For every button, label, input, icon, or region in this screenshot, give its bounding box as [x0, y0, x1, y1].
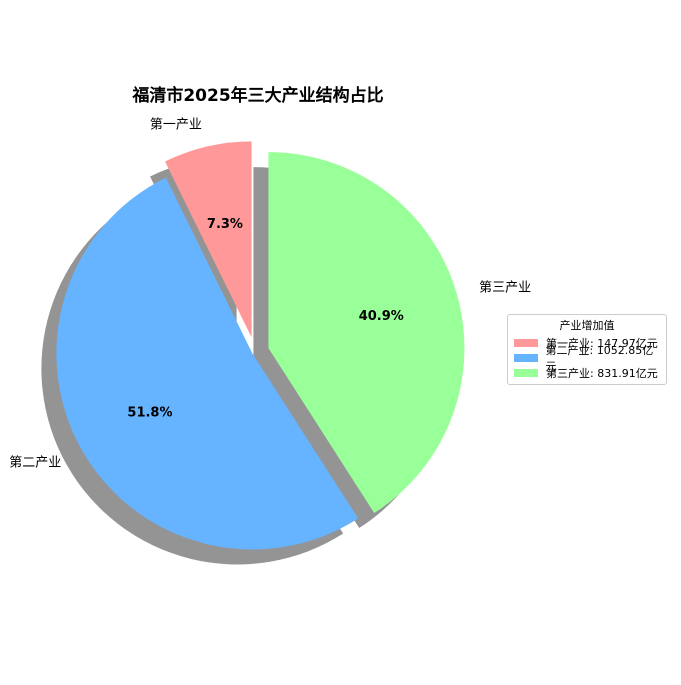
percent-label: 7.3% [207, 217, 243, 232]
category-label: 第一产业 [150, 118, 202, 133]
percent-label: 40.9% [359, 309, 404, 324]
pie-wedge-3 [268, 152, 465, 514]
legend-item: 第一产业: 147.97亿元 [512, 335, 662, 350]
legend-label: 第三产业: 831.91亿元 [546, 366, 658, 380]
legend-item: 第二产业: 1052.85亿元 [512, 344, 662, 373]
percent-label: 51.8% [127, 405, 172, 420]
legend-item: 第三产业: 831.91亿元 [512, 365, 662, 380]
legend-swatch [514, 338, 538, 347]
legend-swatch [514, 353, 538, 362]
legend-swatch [514, 368, 538, 377]
legend-label: 第一产业: 147.97亿元 [546, 336, 658, 350]
legend: 产业增加值 第一产业: 147.97亿元 第二产业: 1052.85亿元 第三产… [507, 314, 667, 385]
legend-title: 产业增加值 [559, 319, 615, 332]
legend-label: 第二产业: 1052.85亿元 [545, 343, 654, 373]
pie-wedge-1 [165, 141, 252, 338]
chart-title: 福清市2025年三大产业结构占比 [131, 85, 383, 106]
category-label: 第三产业 [479, 280, 531, 295]
pie-wedge-2 [56, 177, 359, 550]
category-label: 第二产业 [9, 455, 61, 470]
